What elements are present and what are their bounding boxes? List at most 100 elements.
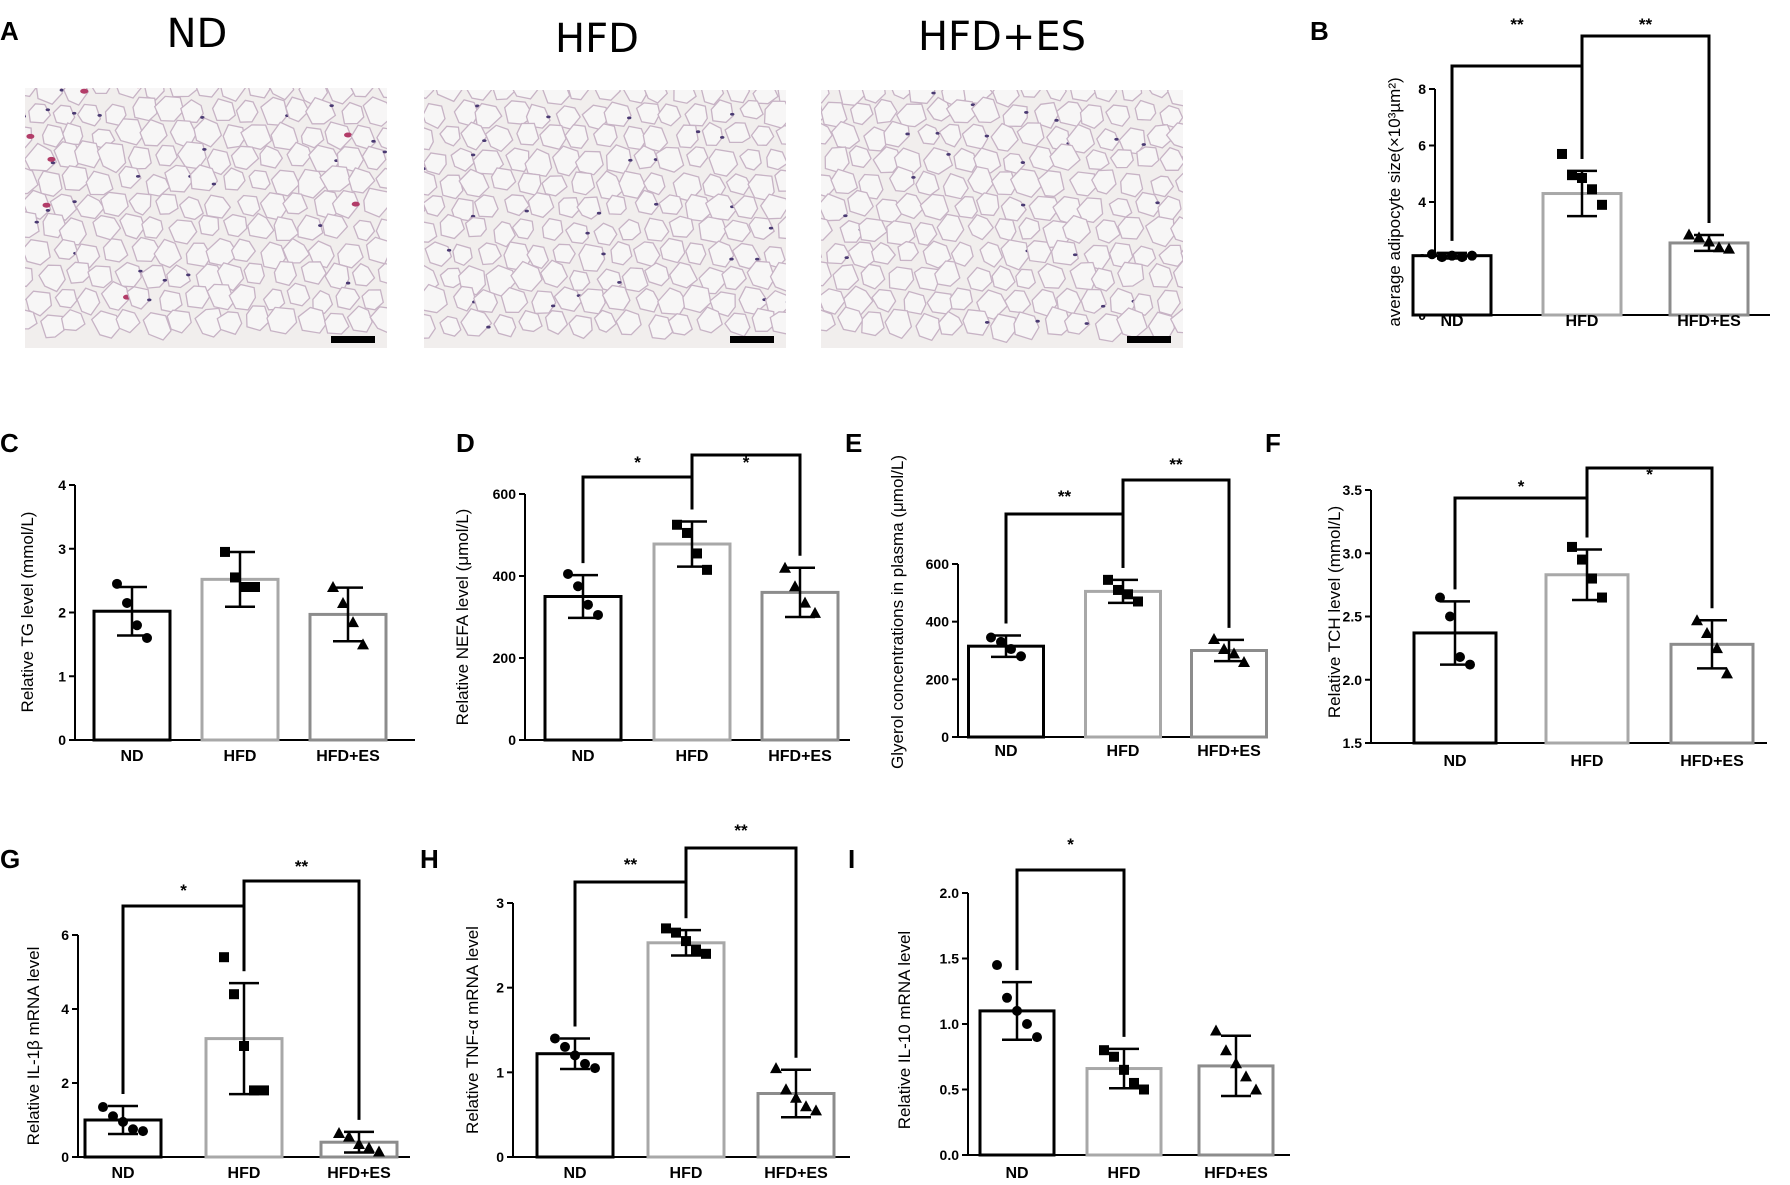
adipocyte-cell (667, 313, 693, 336)
adipocyte-cell (623, 90, 647, 104)
adipocyte-cell (1165, 122, 1183, 149)
bar-nd (535, 1052, 615, 1159)
y-tick-label: 6 (1418, 138, 1426, 154)
nucleus (627, 116, 632, 120)
y-tick-label: 0 (508, 732, 516, 748)
adipocyte-cell (723, 219, 752, 243)
adipocyte-cell (180, 99, 204, 124)
adipocyte-cell (1013, 311, 1040, 341)
data-point (770, 1062, 782, 1074)
data-point (1597, 592, 1607, 603)
nucleus (1100, 304, 1106, 308)
adipocyte-cell (686, 146, 709, 168)
data-point (809, 606, 821, 618)
adipocyte-cell (873, 98, 898, 124)
adipocyte-cell (830, 120, 861, 149)
data-point (1567, 541, 1577, 552)
nucleus (59, 88, 65, 92)
adipocyte-cell (153, 238, 183, 269)
adipocyte-cell (635, 287, 660, 313)
adipocyte-cell (116, 88, 142, 99)
significance-label: ** (624, 855, 638, 874)
y-tick-label: 4 (58, 477, 66, 493)
adipocyte-cell (527, 191, 555, 219)
adipocyte-cell (216, 262, 245, 292)
x-tick-label: HFD+ES (327, 1165, 391, 1182)
adipocyte-cell (1169, 308, 1183, 334)
adipocyte-cell (145, 173, 171, 197)
adipocyte-cell (424, 195, 446, 217)
y-tick-label: 4 (61, 1001, 69, 1017)
adipocyte-cell (551, 145, 581, 177)
chart-panel-h: H 0 1 2 3 Relative TNF-α mRNA level ND HFD HFD+E… (420, 821, 850, 1182)
significance-bracket (1121, 478, 1231, 628)
adipocyte-cell (90, 310, 123, 339)
nucleus (931, 91, 936, 95)
adipocyte-cell (1105, 104, 1131, 127)
vessel-stain (351, 201, 360, 207)
adipocyte-cell (750, 125, 775, 146)
adipocyte-cell (605, 194, 627, 216)
data-point (1587, 184, 1597, 195)
adipocyte-cell (25, 189, 52, 220)
data-point (1435, 592, 1445, 603)
significance-bracket (684, 846, 798, 1058)
adipocyte-cell (1146, 124, 1175, 149)
adipocyte-cell (237, 194, 261, 217)
scale-bar (331, 336, 375, 343)
nucleus (911, 176, 916, 179)
adipocyte-cell (139, 118, 168, 147)
panel-letter: H (420, 844, 439, 874)
adipocyte-cell (424, 221, 438, 243)
adipocyte-cell (266, 306, 298, 335)
nucleus (654, 202, 659, 206)
data-point (702, 564, 712, 575)
nucleus (138, 269, 143, 273)
tissue-texture (424, 90, 786, 348)
data-point (229, 989, 239, 1000)
adipocyte-cell (558, 197, 581, 219)
data-point (1230, 1057, 1242, 1069)
nucleus (1114, 137, 1119, 141)
adipocyte-cell (1117, 261, 1145, 288)
data-point (1597, 199, 1607, 210)
adipocyte-cell (938, 123, 962, 148)
adipocyte-cell (169, 88, 199, 98)
vessel-stain (80, 88, 89, 94)
x-tick-label: ND (1005, 1165, 1028, 1182)
data-point (1238, 656, 1250, 668)
adipocyte-cell (979, 241, 1004, 268)
nucleus (200, 116, 205, 119)
adipocyte-cell (424, 152, 447, 176)
y-tick-label: 3.5 (1343, 482, 1363, 498)
data-point (1457, 252, 1467, 263)
x-tick-label: HFD+ES (1677, 313, 1741, 330)
adipocyte-cell (967, 214, 995, 241)
adipocyte-cell (975, 192, 1000, 217)
adipocyte-cell (361, 145, 387, 171)
adipocyte-cell (189, 164, 219, 192)
chart-panel-f: F 1.5 2.0 2.5 3.0 3.5 Relative TCH level (mmol… (1265, 428, 1767, 770)
data-point (1577, 554, 1587, 565)
adipocyte-cell (644, 262, 670, 287)
adipocyte-cell (28, 103, 52, 124)
adipocyte-cell (362, 96, 387, 127)
adipocyte-cell (1096, 128, 1120, 152)
adipocyte-cell (246, 212, 275, 240)
x-tick-label: ND (120, 748, 143, 765)
nucleus (25, 115, 26, 118)
adipocyte-cell (618, 170, 647, 200)
data-point (1228, 647, 1240, 659)
data-point (220, 546, 230, 557)
nucleus (1024, 111, 1029, 114)
data-point (671, 927, 681, 938)
nucleus (186, 273, 191, 277)
adipocyte-cell (1009, 168, 1043, 199)
adipocyte-cell (369, 306, 387, 334)
adipocyte-cell (884, 308, 913, 340)
adipocyte-cell (954, 195, 979, 219)
adipocyte-cell (832, 264, 860, 291)
adipocyte-cell (1015, 268, 1037, 290)
adipocyte-cell (732, 195, 759, 220)
significance-label: ** (1058, 487, 1072, 506)
